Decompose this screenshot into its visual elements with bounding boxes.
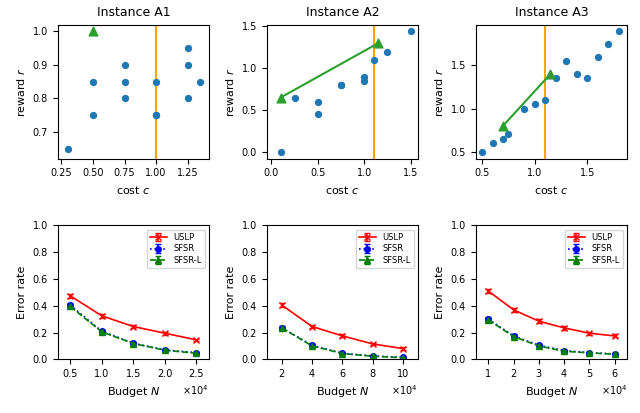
Point (120, 62, 130, 68)
Point (477, 148, 487, 155)
Legend: USLP, SFSR, SFSR-L: USLP, SFSR, SFSR-L (147, 230, 205, 268)
Point (540, 97, 550, 103)
Point (151, 112, 161, 119)
Point (275, 149, 285, 155)
Point (498, 135, 508, 142)
Point (151, 112, 161, 119)
Point (561, 58, 572, 64)
Point (369, 57, 379, 63)
Point (289, 94, 300, 101)
X-axis label: Budget $N$: Budget $N$ (316, 385, 369, 399)
Point (503, 131, 513, 138)
Point (550, 75, 561, 82)
Point (582, 75, 593, 82)
Point (498, 123, 508, 129)
Legend: USLP, SFSR, SFSR-L: USLP, SFSR, SFSR-L (356, 230, 414, 268)
Title: Instance A2: Instance A2 (305, 7, 380, 19)
Point (151, 78, 161, 85)
Point (519, 105, 529, 112)
X-axis label: cost $c$: cost $c$ (116, 184, 150, 196)
Text: $\times10^4$: $\times10^4$ (182, 383, 209, 397)
Y-axis label: reward $r$: reward $r$ (224, 67, 236, 116)
Point (195, 78, 205, 85)
Y-axis label: Error rate: Error rate (226, 266, 236, 319)
Point (382, 48, 392, 55)
Point (529, 101, 540, 107)
X-axis label: Budget $N$: Budget $N$ (106, 385, 160, 399)
Title: Instance A1: Instance A1 (97, 7, 170, 19)
X-axis label: Budget $N$: Budget $N$ (525, 385, 579, 399)
Title: Instance A3: Instance A3 (515, 7, 588, 19)
Point (593, 53, 603, 60)
Point (359, 78, 369, 84)
Point (88, 78, 98, 85)
Point (182, 62, 193, 68)
Point (545, 71, 556, 77)
Point (406, 27, 416, 34)
Point (182, 45, 193, 52)
Point (603, 40, 613, 47)
Point (336, 82, 346, 88)
Y-axis label: Error rate: Error rate (17, 266, 27, 319)
Point (182, 95, 193, 102)
Point (359, 74, 369, 80)
Point (572, 71, 582, 77)
Point (120, 78, 130, 85)
Point (88, 28, 98, 35)
X-axis label: cost $c$: cost $c$ (534, 184, 569, 196)
Point (336, 82, 346, 88)
Point (63, 145, 73, 152)
Y-axis label: Error rate: Error rate (435, 266, 445, 319)
Point (275, 94, 285, 101)
Point (313, 98, 323, 105)
X-axis label: cost $c$: cost $c$ (325, 184, 360, 196)
Point (313, 111, 323, 118)
Point (373, 40, 383, 47)
Text: $\times10^4$: $\times10^4$ (600, 383, 627, 397)
Text: $\times10^4$: $\times10^4$ (392, 383, 418, 397)
Point (614, 28, 624, 34)
Point (88, 112, 98, 119)
Point (120, 95, 130, 102)
Y-axis label: reward $r$: reward $r$ (15, 67, 27, 116)
Point (488, 140, 498, 146)
Legend: USLP, SFSR, SFSR-L: USLP, SFSR, SFSR-L (564, 230, 623, 268)
Y-axis label: reward $r$: reward $r$ (433, 67, 445, 116)
